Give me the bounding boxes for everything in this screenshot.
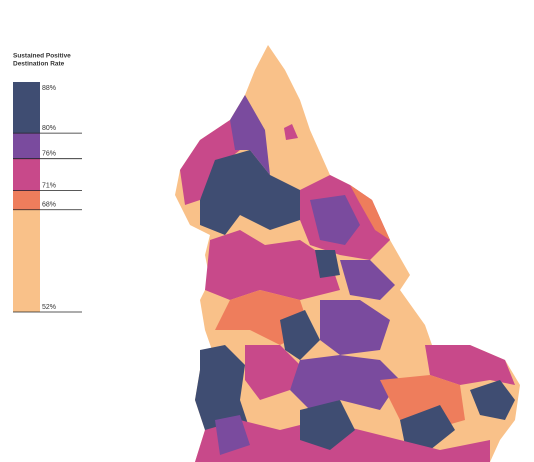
map (175, 45, 520, 462)
region (280, 310, 320, 360)
legend-swatch (13, 190, 40, 210)
legend-label: 88% (42, 85, 56, 92)
region (300, 400, 355, 450)
region (310, 195, 360, 245)
legend-label: 76% (42, 151, 56, 158)
region (425, 345, 515, 385)
region (195, 420, 490, 462)
legend-title: Destination Rate (13, 61, 65, 68)
legend-label: 80% (42, 125, 56, 132)
region (340, 260, 395, 300)
legend: Sustained Positive Destination Rate 88% 8… (13, 53, 82, 313)
legend-swatch (13, 82, 40, 134)
region (400, 405, 455, 450)
region (215, 415, 250, 455)
legend-swatch (13, 209, 40, 312)
region (315, 250, 340, 278)
region (230, 95, 270, 175)
region (350, 185, 390, 240)
legend-label: 71% (42, 182, 56, 189)
legend-swatch (13, 158, 40, 191)
region (470, 380, 515, 420)
region (284, 124, 298, 140)
region (205, 230, 340, 300)
region (200, 150, 300, 235)
region (290, 355, 400, 410)
legend-swatch (13, 133, 40, 159)
legend-label: 52% (42, 304, 56, 311)
legend-label: 68% (42, 202, 56, 209)
region (245, 345, 300, 400)
region (180, 120, 240, 205)
region (320, 300, 390, 355)
legend-title: Sustained Positive (13, 53, 71, 60)
